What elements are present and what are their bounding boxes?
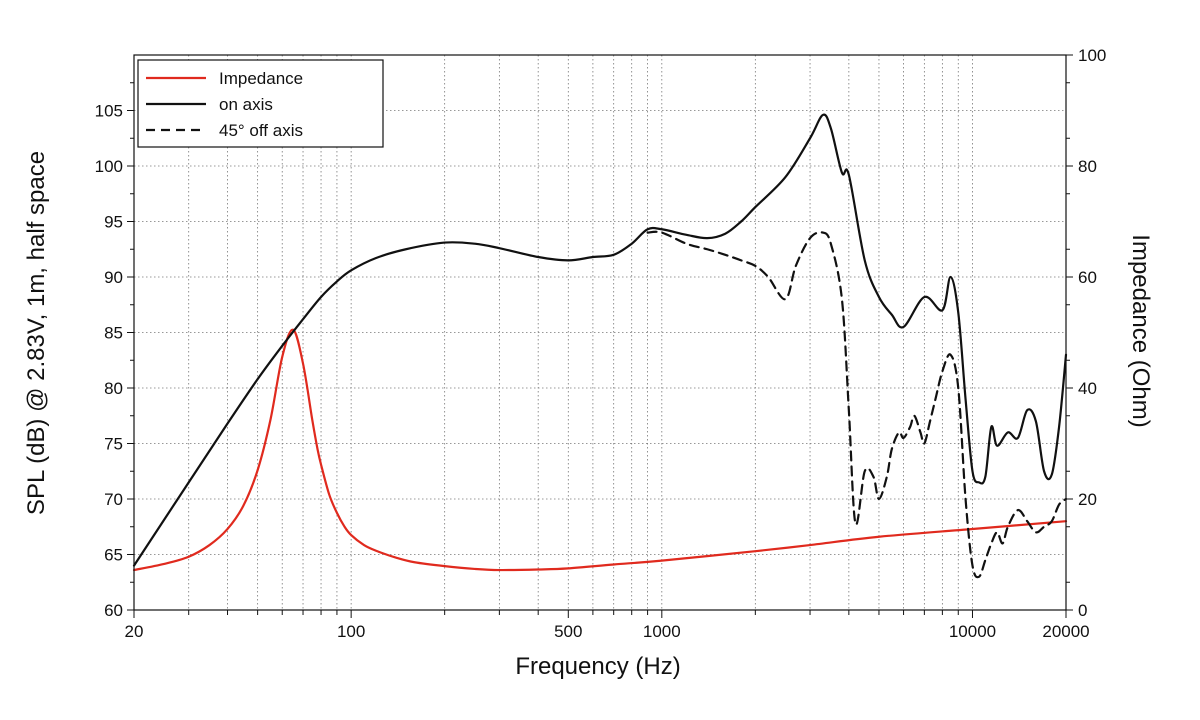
y-tick-label: 95 — [104, 213, 123, 232]
y-tick-label: 90 — [104, 268, 123, 287]
tick-labels: 20 100 500 1000 10000 20000606570758085909510… — [95, 46, 1107, 641]
legend-label-impedance: Impedance — [219, 69, 303, 88]
x-tick-label: 10000 — [949, 622, 996, 641]
x-tick-label: 1000 — [643, 622, 681, 641]
x-tick-label: 500 — [554, 622, 582, 641]
y-tick-label: 75 — [104, 435, 123, 454]
y2-tick-label: 20 — [1078, 490, 1097, 509]
y-tick-label: 85 — [104, 324, 123, 343]
y2-tick-label: 80 — [1078, 157, 1097, 176]
y-tick-label: 70 — [104, 490, 123, 509]
y-axis-title: SPL (dB) @ 2.83V, 1m, half space — [23, 151, 50, 515]
legend-label-off-axis: 45° off axis — [219, 121, 303, 140]
y-tick-label: 65 — [104, 546, 123, 565]
series-line-45-off-axis — [646, 230, 1068, 579]
y2-axis-title: Impedance (Ohm) — [1127, 234, 1154, 427]
y2-tick-label: 0 — [1078, 601, 1087, 620]
y-tick-label: 60 — [104, 601, 123, 620]
x-tick-label: 100 — [337, 622, 365, 641]
y-tick-label: 100 — [95, 157, 123, 176]
series-line-impedance — [132, 328, 1068, 572]
axis-ticks — [127, 54, 1073, 618]
y-tick-label: 105 — [95, 102, 123, 121]
series-line-on-axis — [132, 113, 1068, 567]
x-tick-label: 20 — [125, 622, 144, 641]
x-axis-title: Frequency (Hz) — [515, 653, 680, 680]
y-tick-label: 80 — [104, 379, 123, 398]
data-series — [132, 113, 1068, 579]
y2-tick-label: 100 — [1078, 46, 1106, 65]
legend-label-on-axis: on axis — [219, 95, 273, 114]
y2-tick-label: 60 — [1078, 268, 1097, 287]
x-tick-label: 20000 — [1042, 622, 1089, 641]
legend: Impedance on axis 45° off axis — [137, 59, 384, 148]
y2-tick-label: 40 — [1078, 379, 1097, 398]
